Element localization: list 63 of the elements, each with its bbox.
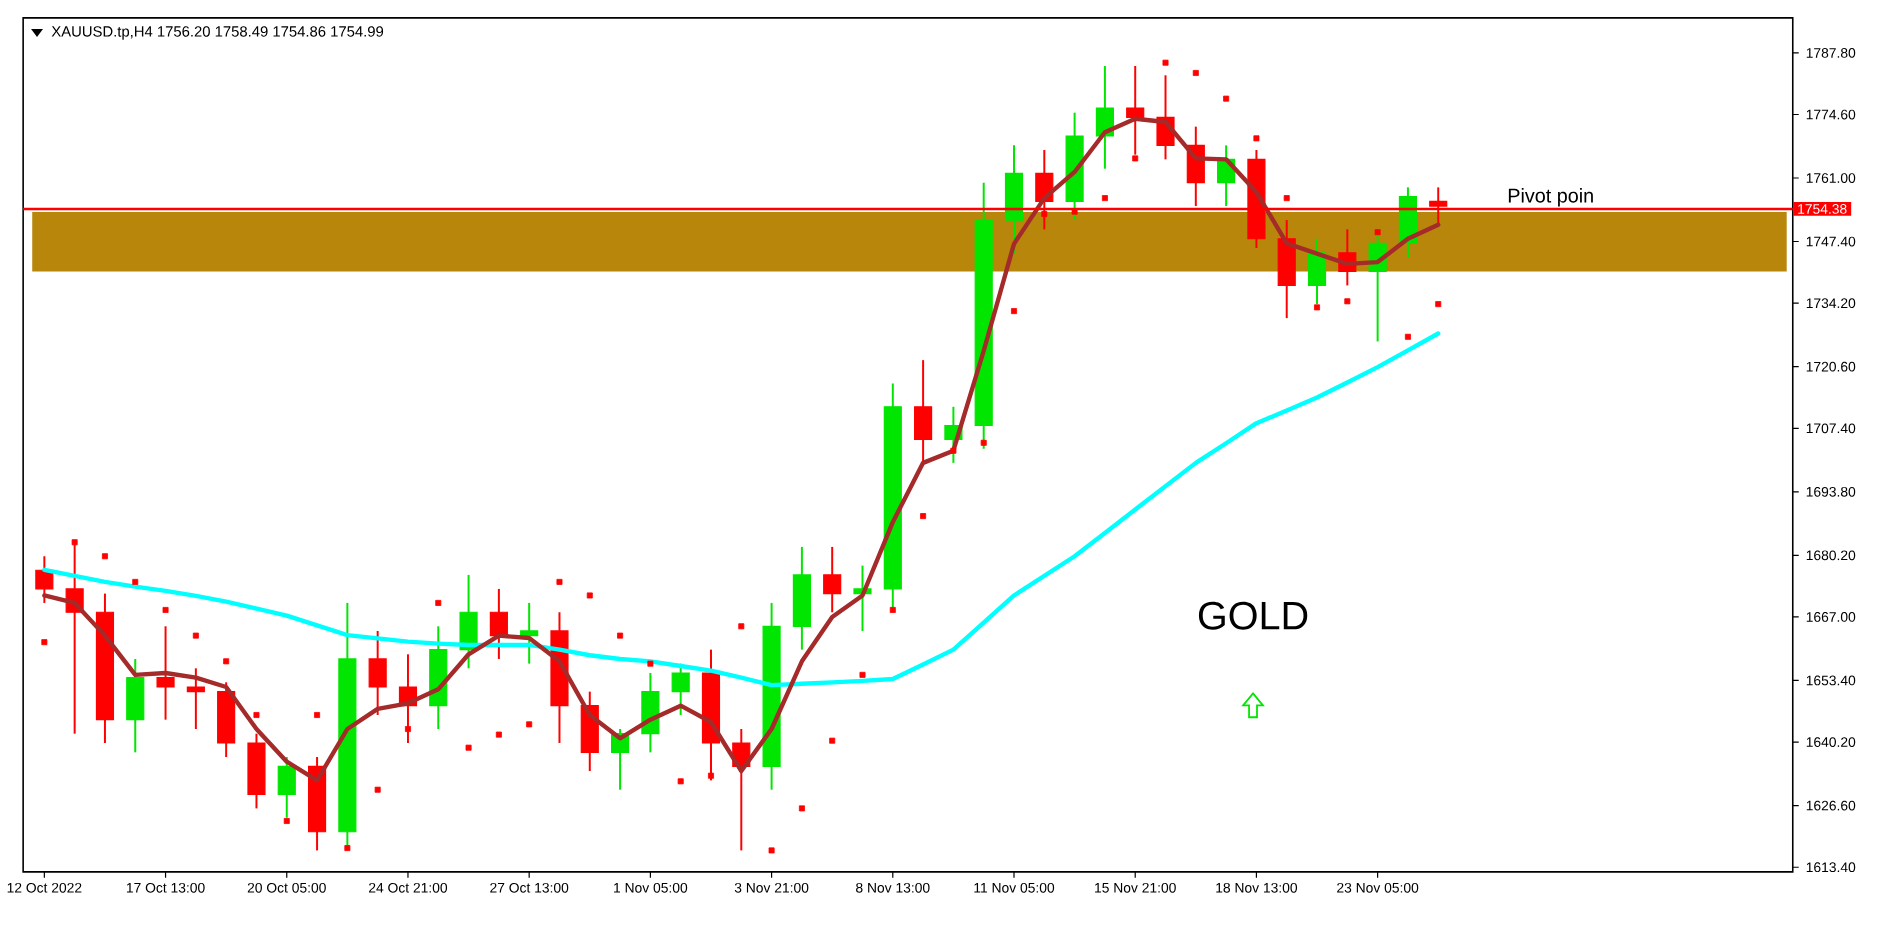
candlestick	[35, 555, 54, 605]
point	[1283, 195, 1290, 202]
candlestick	[1126, 65, 1145, 156]
candlestick	[520, 602, 539, 665]
point	[283, 818, 290, 825]
point	[1132, 155, 1139, 162]
point	[738, 623, 745, 630]
point	[192, 632, 199, 639]
point	[1374, 229, 1381, 236]
point	[101, 553, 108, 560]
candlestick	[914, 359, 933, 465]
candlestick	[671, 662, 690, 717]
point	[768, 847, 775, 854]
candlestick	[459, 574, 478, 670]
point	[374, 787, 381, 793]
annotation: GOLD	[1198, 601, 1308, 630]
point	[617, 632, 624, 639]
candlestick	[641, 672, 660, 754]
point	[950, 448, 957, 454]
point	[1253, 135, 1260, 142]
point	[1404, 334, 1411, 341]
point	[1435, 301, 1442, 308]
point	[495, 731, 502, 738]
point	[1223, 95, 1230, 102]
point	[677, 778, 684, 785]
point	[1344, 298, 1351, 305]
candlestick	[489, 588, 508, 661]
point	[71, 539, 78, 546]
point	[1041, 211, 1048, 218]
point	[920, 513, 927, 520]
point	[798, 805, 805, 812]
point	[1192, 70, 1199, 77]
point	[980, 440, 987, 447]
point	[314, 712, 321, 719]
point	[556, 579, 563, 586]
point	[1314, 304, 1321, 311]
point	[829, 737, 836, 744]
text: Pivot poin	[1508, 188, 1593, 207]
point	[859, 672, 866, 679]
point	[586, 592, 593, 599]
candlestick	[156, 625, 175, 721]
candlestick	[1277, 219, 1296, 320]
point	[404, 726, 411, 733]
candlestick	[823, 546, 842, 614]
point	[647, 660, 654, 667]
candlestick	[368, 630, 387, 717]
point	[435, 600, 442, 607]
point	[1101, 195, 1108, 202]
point	[344, 845, 351, 852]
point	[41, 639, 48, 646]
candlestick	[186, 667, 205, 731]
point	[1011, 308, 1017, 315]
point	[223, 658, 230, 665]
point	[889, 607, 896, 614]
point	[526, 721, 533, 728]
candlestick	[126, 658, 145, 754]
point	[1162, 59, 1169, 66]
point	[465, 744, 472, 751]
point	[253, 712, 260, 719]
point	[162, 607, 169, 614]
candlestick	[1004, 144, 1024, 255]
point	[132, 579, 139, 586]
point	[708, 773, 714, 779]
